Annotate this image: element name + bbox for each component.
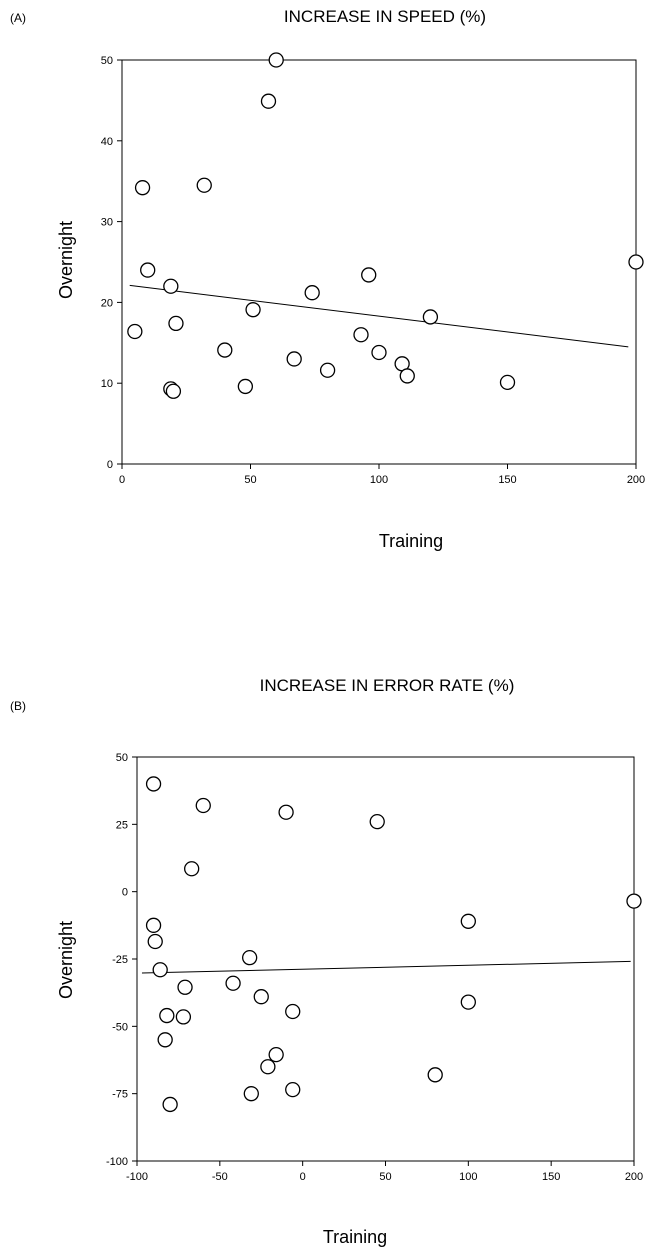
chart-a-y-axis-label: Overnight [56, 221, 76, 299]
x-tick-label: 200 [627, 474, 645, 486]
chart-a: (A) INCREASE IN SPEED (%) Overnight Trai… [10, 7, 645, 551]
data-point [237, 378, 254, 395]
data-point [217, 342, 233, 358]
panel-a-letter: (A) [10, 11, 26, 25]
chart-b-trendline [141, 960, 631, 974]
data-point [628, 254, 644, 270]
y-tick-label: -100 [106, 1156, 128, 1168]
chart-a-title: INCREASE IN SPEED (%) [284, 7, 486, 26]
chart-b-plot-frame [136, 756, 635, 1162]
x-tick-label: -50 [212, 1171, 228, 1183]
data-point [399, 368, 415, 384]
data-point [353, 327, 369, 343]
chart-b-x-axis-label: Training [323, 1227, 387, 1247]
data-point [460, 913, 476, 929]
y-tick-label: -25 [112, 954, 128, 966]
data-point [626, 893, 642, 909]
data-point [268, 52, 284, 68]
y-tick-label: 20 [101, 297, 113, 309]
data-point [159, 1007, 175, 1024]
data-point [163, 278, 179, 294]
x-tick-label: 0 [119, 474, 125, 486]
chart-a-x-axis-label: Training [379, 531, 443, 551]
chart-a-trendline [129, 284, 629, 348]
data-point [175, 1009, 192, 1025]
y-tick-label: 0 [107, 459, 113, 471]
data-point [361, 267, 377, 283]
data-point [145, 917, 162, 933]
data-point [140, 262, 156, 278]
y-tick-label: 50 [116, 752, 128, 764]
data-point [196, 177, 212, 193]
data-point [427, 1067, 443, 1083]
y-tick-label: 30 [101, 217, 113, 229]
data-point [285, 1003, 301, 1020]
data-point [245, 302, 261, 318]
data-point [268, 1046, 284, 1063]
data-point [184, 861, 200, 877]
data-point [134, 180, 151, 196]
data-point [162, 1096, 178, 1113]
y-tick-label: 50 [101, 55, 113, 67]
x-tick-label: 50 [379, 1171, 391, 1183]
data-point [286, 351, 302, 367]
x-tick-label: 200 [625, 1171, 643, 1183]
trendline [141, 960, 631, 974]
chart-b-points [145, 776, 642, 1113]
data-point [260, 93, 277, 109]
data-point [127, 323, 143, 340]
trendline [129, 284, 629, 348]
x-tick-label: 0 [300, 1171, 306, 1183]
data-point [195, 797, 211, 814]
data-point [371, 344, 387, 361]
data-point [177, 979, 193, 995]
data-point [147, 933, 163, 950]
y-tick-label: -75 [112, 1089, 128, 1101]
chart-a-points [127, 52, 644, 399]
data-point [165, 383, 182, 399]
data-point [152, 962, 168, 978]
data-point [499, 374, 516, 391]
data-point [422, 309, 439, 325]
data-point [253, 989, 269, 1005]
x-tick-label: 150 [542, 1171, 560, 1183]
y-tick-label: -50 [112, 1021, 128, 1033]
x-tick-label: 100 [459, 1171, 477, 1183]
chart-a-ticks: 0 50 100 150 200 0 10 20 30 40 50 [101, 55, 645, 486]
data-point [278, 804, 294, 820]
data-point [157, 1032, 173, 1048]
data-point [145, 776, 162, 792]
y-tick-label: 40 [101, 136, 113, 148]
chart-a-plot-frame [121, 59, 637, 465]
chart-b-y-axis-label: Overnight [56, 921, 76, 999]
data-point [319, 362, 336, 378]
x-tick-label: 100 [370, 474, 388, 486]
y-tick-label: 10 [101, 378, 113, 390]
chart-b-ticks: -100 -50 0 50 100 150 200 -100 -75 -50 -25 0 25 50 [106, 752, 643, 1183]
data-point [242, 950, 258, 966]
x-tick-label: 150 [498, 474, 516, 486]
data-point [285, 1081, 301, 1098]
data-point [225, 975, 241, 991]
y-tick-label: 25 [116, 819, 128, 831]
data-point [304, 285, 320, 301]
chart-b: (B) INCREASE IN ERROR RATE (%) Overnight… [10, 676, 643, 1247]
chart-b-title: INCREASE IN ERROR RATE (%) [260, 676, 515, 695]
data-point [369, 813, 385, 830]
data-point [460, 994, 476, 1010]
data-point [243, 1086, 259, 1102]
data-point [260, 1059, 276, 1075]
panel-b-letter: (B) [10, 699, 26, 713]
x-tick-label: -100 [126, 1171, 148, 1183]
x-tick-label: 50 [244, 474, 256, 486]
y-tick-label: 0 [122, 887, 128, 899]
data-point [168, 315, 184, 332]
